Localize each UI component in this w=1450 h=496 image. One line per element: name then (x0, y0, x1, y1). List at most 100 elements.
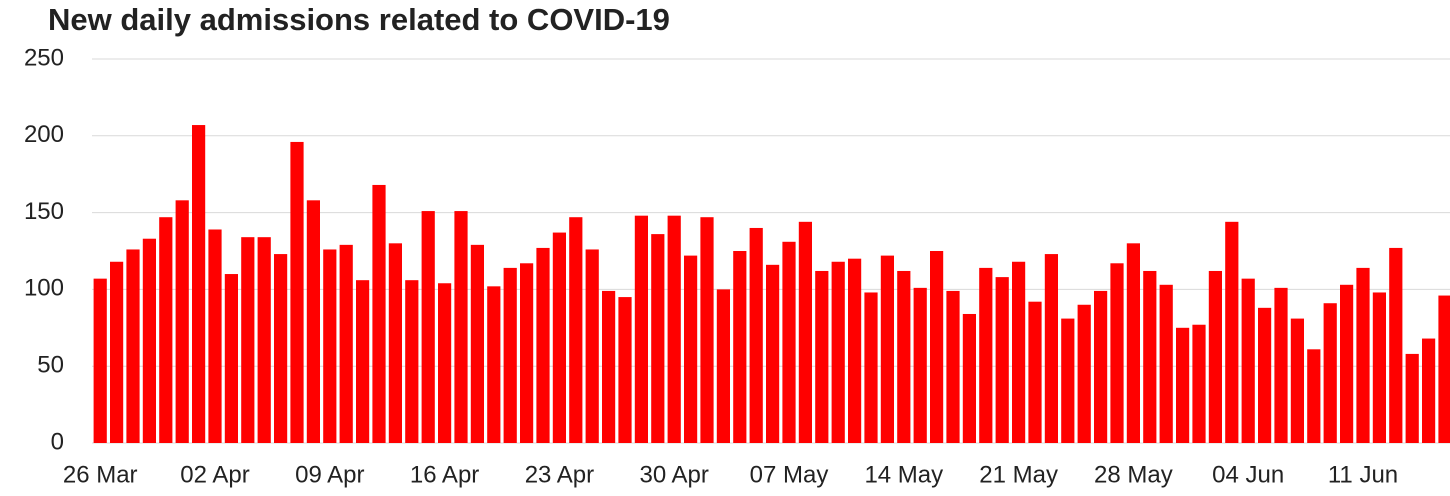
bar (1094, 290, 1108, 443)
bar (388, 243, 402, 443)
x-tick-label: 02 Apr (180, 461, 249, 488)
bar (700, 217, 714, 443)
bar (864, 292, 878, 443)
x-tick-label: 11 Jun (1328, 461, 1398, 488)
bar (487, 286, 501, 443)
bar (1110, 263, 1124, 443)
bar (520, 263, 534, 443)
bar (684, 255, 698, 443)
bar (815, 270, 829, 443)
x-tick-label: 07 May (750, 461, 829, 488)
bar (798, 221, 812, 443)
bar (126, 249, 140, 443)
bar (946, 290, 960, 443)
bar (913, 287, 927, 443)
bar (274, 254, 288, 443)
y-tick-label: 0 (51, 428, 64, 455)
bar (257, 237, 271, 443)
bar (1192, 324, 1206, 443)
bar (1176, 327, 1190, 443)
y-tick-label: 100 (24, 275, 64, 302)
bar (1323, 303, 1337, 443)
bar (93, 278, 107, 443)
bar (438, 283, 452, 443)
bar (782, 241, 796, 443)
bar (421, 211, 435, 443)
bar (1061, 318, 1075, 443)
bar (470, 244, 484, 443)
bar (1044, 254, 1058, 443)
bar (602, 290, 616, 443)
bar (1389, 247, 1403, 443)
bar (110, 261, 124, 443)
bar (1143, 270, 1157, 443)
bar (1372, 292, 1386, 443)
bar (1340, 284, 1354, 443)
bar (1126, 243, 1140, 443)
bar (339, 244, 353, 443)
y-tick-label: 150 (24, 198, 64, 225)
bar (1438, 295, 1450, 443)
x-tick-label: 16 Apr (410, 461, 479, 488)
bar (454, 211, 468, 443)
bar (372, 184, 386, 443)
bar (716, 289, 730, 443)
x-tick-label: 09 Apr (295, 461, 364, 488)
bar (536, 247, 550, 443)
bar (241, 237, 255, 443)
x-tick-label: 28 May (1094, 461, 1173, 488)
x-tick-label: 26 Mar (63, 461, 138, 488)
x-tick-label: 21 May (979, 461, 1058, 488)
bar (208, 229, 222, 443)
y-tick-label: 250 (24, 44, 64, 71)
bar (1307, 349, 1321, 443)
bar (1159, 284, 1173, 443)
bar (569, 217, 583, 443)
x-tick-label: 14 May (864, 461, 943, 488)
bar (848, 258, 862, 443)
bar (766, 264, 780, 443)
bar (1225, 221, 1239, 443)
bar (306, 200, 320, 443)
bar (1274, 287, 1288, 443)
bar (1241, 278, 1255, 443)
bar (667, 215, 681, 443)
bar (192, 125, 206, 443)
bar (405, 280, 419, 443)
bar (897, 270, 911, 443)
bar (290, 141, 304, 443)
y-tick-label: 50 (37, 352, 64, 379)
bar (1208, 270, 1222, 443)
y-tick-label: 200 (24, 121, 64, 148)
bar (1422, 338, 1436, 443)
bar (880, 255, 894, 443)
bar (831, 261, 845, 443)
bar (503, 267, 517, 443)
bar (175, 200, 189, 443)
bar (224, 274, 238, 443)
chart-title: New daily admissions related to COVID-19 (48, 2, 670, 37)
x-tick-label: 23 Apr (525, 461, 594, 488)
bar (634, 215, 648, 443)
bar (356, 280, 370, 443)
bar (651, 234, 665, 443)
bar (930, 251, 944, 443)
bar (1012, 261, 1026, 443)
bar (749, 227, 763, 443)
bar (585, 249, 599, 443)
bar (962, 313, 976, 443)
bar (1356, 267, 1370, 443)
x-tick-label: 30 Apr (640, 461, 709, 488)
bar (1258, 307, 1272, 443)
bar (323, 249, 337, 443)
bar (979, 267, 993, 443)
bar (159, 217, 173, 443)
x-tick-label: 04 Jun (1212, 461, 1284, 488)
bar (733, 251, 747, 443)
bar (1077, 304, 1091, 443)
bar (1028, 301, 1042, 443)
bar (142, 238, 156, 443)
bar (995, 277, 1009, 443)
bar (1290, 318, 1304, 443)
